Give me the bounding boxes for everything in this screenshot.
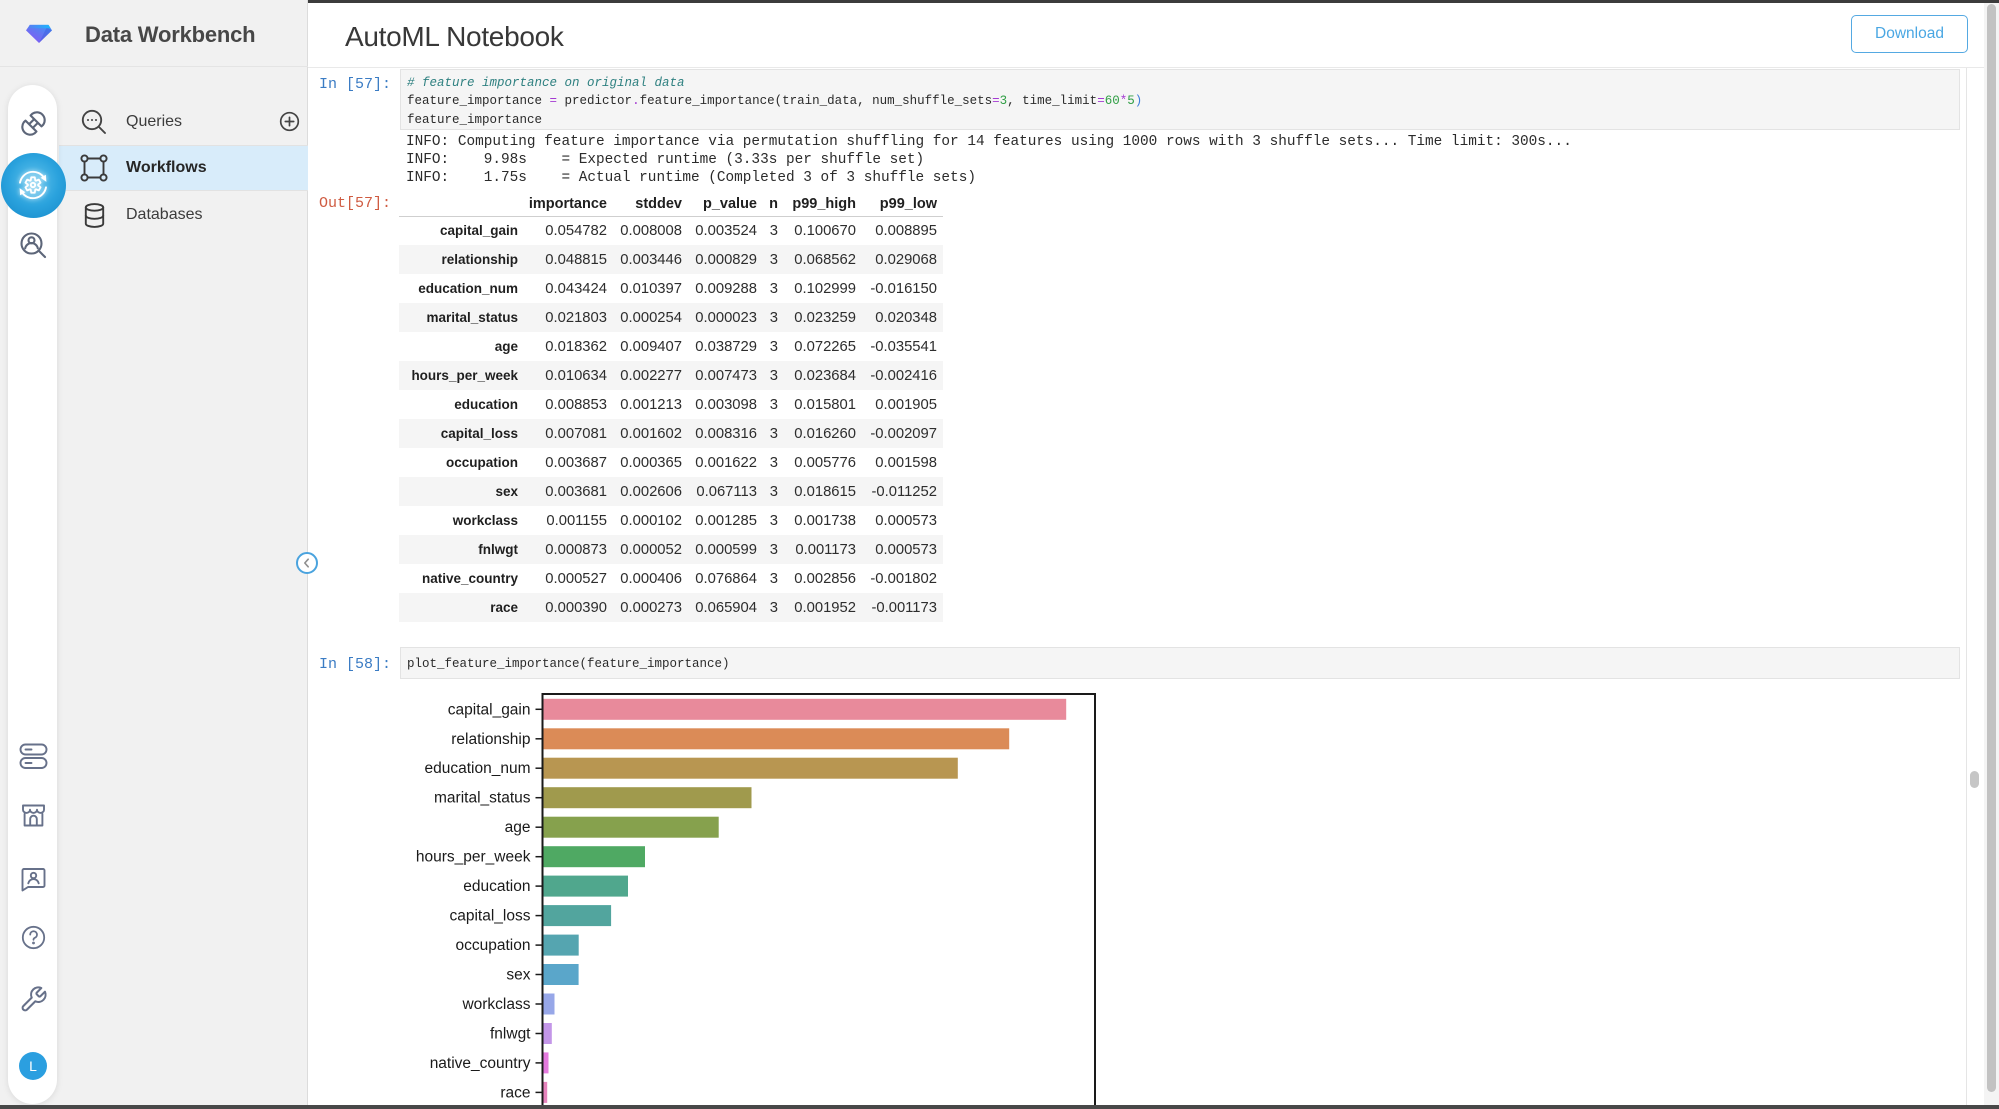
svg-text:age: age bbox=[505, 819, 531, 836]
svg-text:race: race bbox=[500, 1084, 530, 1101]
svg-text:education_num: education_num bbox=[425, 760, 531, 777]
svg-text:fnlwgt: fnlwgt bbox=[490, 1026, 531, 1043]
svg-text:workclass: workclass bbox=[461, 996, 530, 1013]
svg-text:marital_status: marital_status bbox=[434, 790, 531, 807]
svg-text:education: education bbox=[463, 878, 530, 895]
svg-text:native_country: native_country bbox=[430, 1055, 531, 1072]
svg-text:capital_loss: capital_loss bbox=[450, 908, 531, 925]
svg-text:hours_per_week: hours_per_week bbox=[416, 849, 531, 866]
svg-text:occupation: occupation bbox=[456, 937, 531, 954]
svg-text:capital_gain: capital_gain bbox=[448, 701, 531, 718]
svg-text:sex: sex bbox=[506, 967, 530, 984]
svg-text:relationship: relationship bbox=[451, 731, 530, 748]
